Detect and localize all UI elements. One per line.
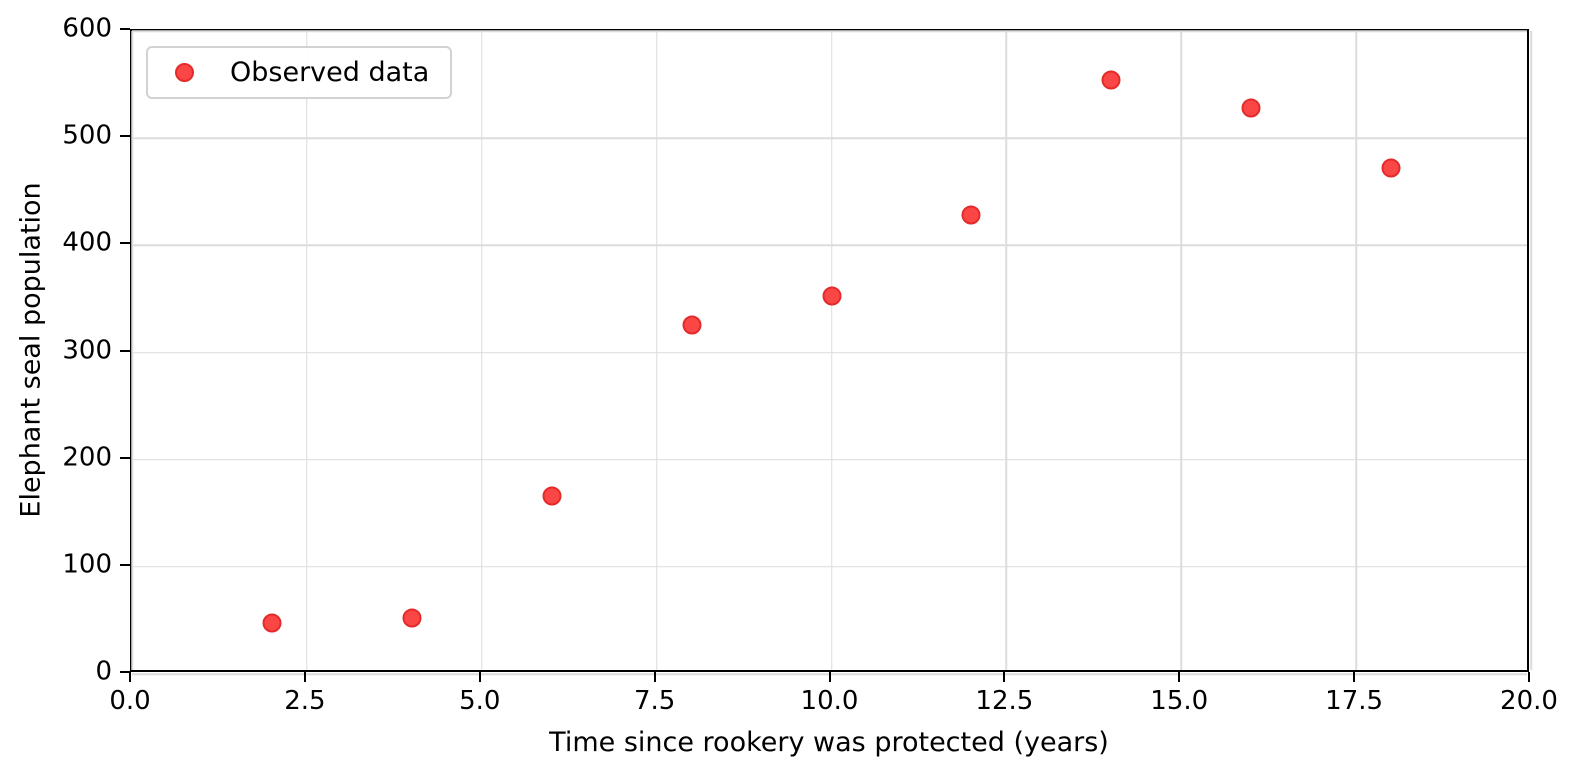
- x-tick-label: 7.5: [633, 686, 676, 716]
- x-tick-mark: [303, 672, 306, 682]
- x-tick-label: 17.5: [1325, 686, 1384, 716]
- x-tick-label: 5.0: [459, 686, 501, 716]
- plot-area: Observed data: [130, 29, 1532, 675]
- x-tick-mark: [129, 672, 131, 682]
- data-point: [961, 205, 981, 225]
- legend: Observed data: [146, 46, 452, 99]
- x-tick-label: 2.5: [284, 686, 326, 716]
- x-tick-mark: [828, 672, 831, 682]
- vertical-gridline: [481, 31, 483, 670]
- vertical-gridline: [830, 31, 833, 670]
- vertical-gridline: [1530, 31, 1532, 670]
- data-point: [1101, 70, 1121, 90]
- y-tick-mark: [120, 135, 130, 138]
- vertical-gridline: [1005, 31, 1008, 670]
- x-tick-mark: [653, 672, 656, 682]
- x-tick-mark: [1178, 672, 1181, 682]
- y-tick-label: 300: [62, 334, 112, 365]
- x-tick-mark: [1353, 672, 1356, 682]
- vertical-gridline: [1355, 31, 1357, 670]
- y-tick-label: 600: [62, 13, 112, 44]
- y-tick-mark: [120, 349, 130, 352]
- vertical-gridline: [655, 31, 658, 670]
- x-tick-label: 20.0: [1500, 686, 1558, 716]
- horizontal-gridline: [132, 30, 1527, 32]
- data-point: [1241, 98, 1261, 118]
- horizontal-gridline: [132, 137, 1527, 139]
- vertical-gridline: [131, 31, 133, 670]
- y-tick-label: 100: [62, 549, 112, 580]
- y-tick-label: 400: [62, 227, 112, 258]
- data-point: [682, 315, 702, 335]
- x-tick-mark: [478, 672, 481, 682]
- y-tick-label: 200: [62, 442, 112, 473]
- horizontal-gridline: [132, 244, 1527, 247]
- horizontal-gridline: [132, 566, 1527, 568]
- horizontal-gridline: [132, 351, 1527, 354]
- vertical-gridline: [306, 31, 308, 670]
- y-tick-mark: [120, 563, 130, 566]
- x-tick-mark: [1003, 672, 1006, 682]
- y-tick-mark: [120, 242, 130, 245]
- legend-circle-marker-icon: [175, 63, 194, 82]
- x-tick-label: 12.5: [975, 686, 1034, 716]
- data-point: [262, 613, 282, 633]
- y-axis-label: Elephant seal population: [15, 182, 47, 518]
- y-tick-mark: [120, 456, 130, 459]
- data-point: [1381, 158, 1401, 178]
- data-point: [822, 286, 841, 306]
- x-tick-label: 10.0: [800, 686, 859, 716]
- y-tick-mark: [120, 671, 130, 673]
- data-point: [542, 486, 562, 506]
- x-tick-mark: [1528, 672, 1530, 682]
- vertical-gridline: [1180, 31, 1182, 670]
- data-point: [402, 608, 422, 628]
- x-tick-label: 15.0: [1150, 686, 1209, 716]
- y-tick-label: 500: [62, 120, 112, 151]
- x-tick-label: 0.0: [109, 686, 151, 716]
- horizontal-gridline: [132, 458, 1527, 461]
- y-tick-mark: [120, 28, 130, 30]
- legend-label: Observed data: [230, 57, 430, 88]
- y-tick-label: 0: [95, 656, 112, 687]
- x-axis-label: Time since rookery was protected (years): [549, 727, 1109, 758]
